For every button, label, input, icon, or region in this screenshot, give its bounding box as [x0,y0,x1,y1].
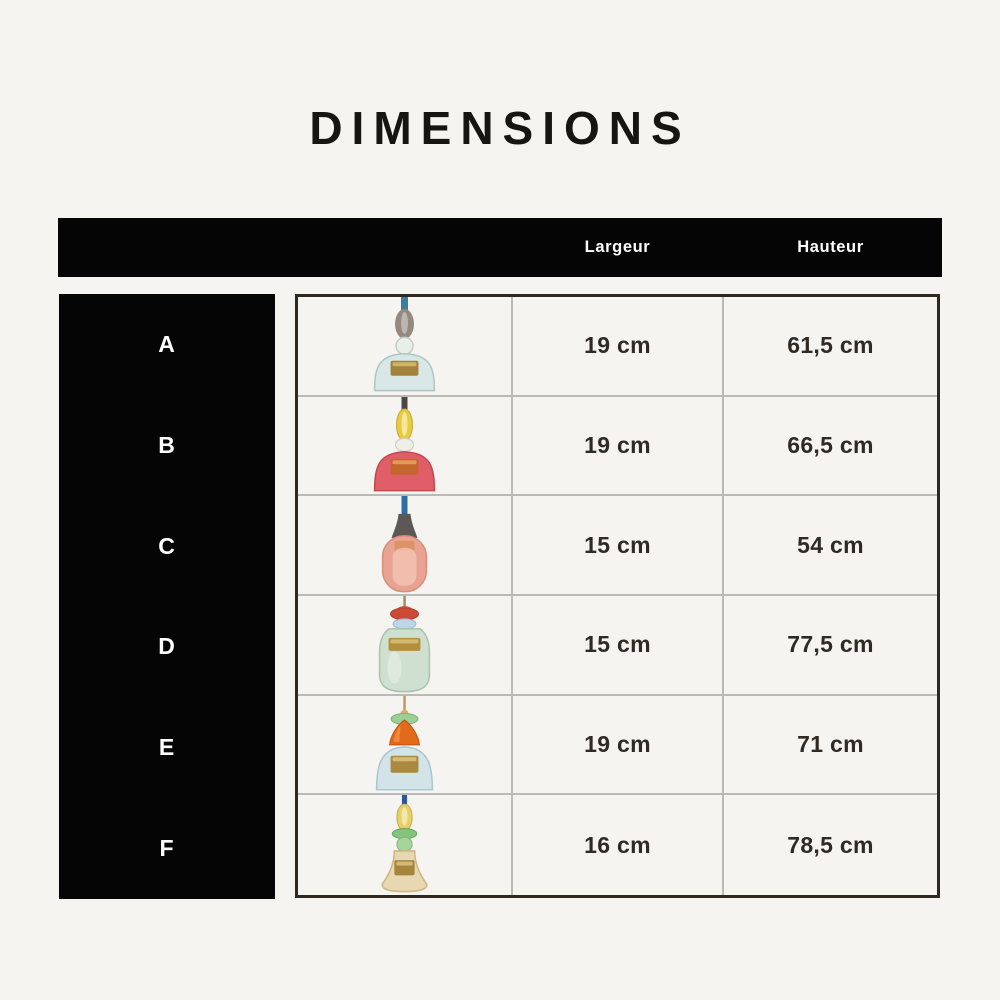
column-header-hauteur: Hauteur [797,238,864,256]
hauteur-value-c: 54 cm [724,496,937,596]
green-jar-pendant-lamp-image [378,595,431,693]
lamp-cell-c [298,496,513,596]
hauteur-value-f: 78,5 cm [787,831,874,858]
row-letter-e: E [158,734,176,761]
largeur-value-f: 16 cm [513,795,724,895]
red-bell-pendant-lamp-image [373,396,436,492]
page-title: DIMENSIONS [309,102,691,154]
hauteur-value-e: 71 cm [724,696,937,796]
amber-trumpet-pendant-lamp-image [381,795,428,893]
dimensions-table: 19 cm 61,5 cm 19 cm 66,5 cm 15 cm 54 cm [295,294,940,898]
largeur-value-d: 15 cm [513,595,724,696]
hauteur-value-d: 77,5 cm [724,596,937,696]
lamp-cell-e [298,695,513,796]
column-header-largeur: Largeur [584,238,651,256]
lamp-cell-b [298,396,513,497]
row-letter-d: D [158,633,176,660]
row-letter-a: A [158,330,176,357]
lamp-cell-d [298,595,513,696]
lamp-cell-a [298,297,513,397]
largeur-value-c: 15 cm [513,496,724,596]
hauteur-value-b: 66,5 cm [724,397,937,497]
orange-cone-blue-bell-pendant-lamp-image [375,695,434,791]
row-letter-b: B [158,431,176,458]
hauteur-value-a: 61,5 cm [724,297,937,397]
lamp-cell-f [298,795,513,895]
largeur-value-b: 19 cm [513,396,724,497]
row-letter-c: C [158,532,176,559]
row-letter-f: F [159,835,175,862]
table-header-bar: Largeur Hauteur [58,218,942,277]
row-letters-sidebar: A B C D E F [59,294,275,899]
largeur-value-a: 19 cm [513,297,724,397]
blue-bell-pendant-lamp-image [373,297,436,392]
pink-capsule-pendant-lamp-image [381,496,428,593]
largeur-value-e: 19 cm [513,695,724,796]
